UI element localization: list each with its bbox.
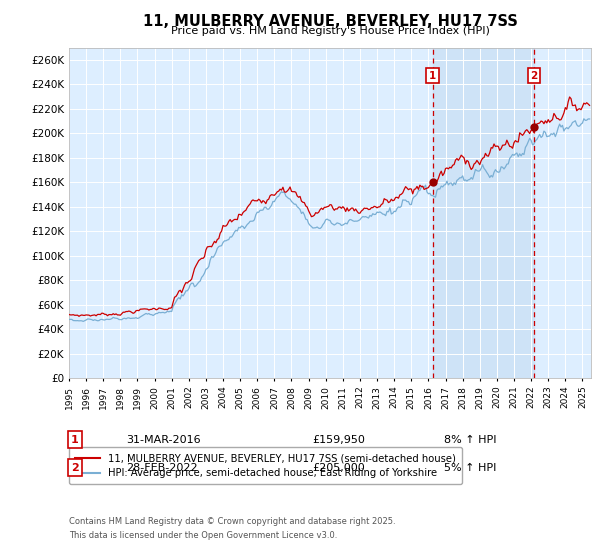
Text: £205,000: £205,000 bbox=[312, 463, 365, 473]
Text: 2: 2 bbox=[71, 463, 79, 473]
Text: 11, MULBERRY AVENUE, BEVERLEY, HU17 7SS: 11, MULBERRY AVENUE, BEVERLEY, HU17 7SS bbox=[143, 14, 517, 29]
Text: 1: 1 bbox=[71, 435, 79, 445]
Text: Price paid vs. HM Land Registry's House Price Index (HPI): Price paid vs. HM Land Registry's House … bbox=[170, 26, 490, 36]
Text: 28-FEB-2022: 28-FEB-2022 bbox=[126, 463, 197, 473]
Text: 1: 1 bbox=[429, 71, 436, 81]
Legend: 11, MULBERRY AVENUE, BEVERLEY, HU17 7SS (semi-detached house), HPI: Average pric: 11, MULBERRY AVENUE, BEVERLEY, HU17 7SS … bbox=[69, 447, 461, 484]
Text: 8% ↑ HPI: 8% ↑ HPI bbox=[444, 435, 497, 445]
Text: 31-MAR-2016: 31-MAR-2016 bbox=[126, 435, 200, 445]
Text: £159,950: £159,950 bbox=[312, 435, 365, 445]
Text: 5% ↑ HPI: 5% ↑ HPI bbox=[444, 463, 496, 473]
Text: Contains HM Land Registry data © Crown copyright and database right 2025.: Contains HM Land Registry data © Crown c… bbox=[69, 517, 395, 526]
Text: This data is licensed under the Open Government Licence v3.0.: This data is licensed under the Open Gov… bbox=[69, 531, 337, 540]
Bar bbox=[433, 48, 534, 378]
Text: 2: 2 bbox=[530, 71, 538, 81]
